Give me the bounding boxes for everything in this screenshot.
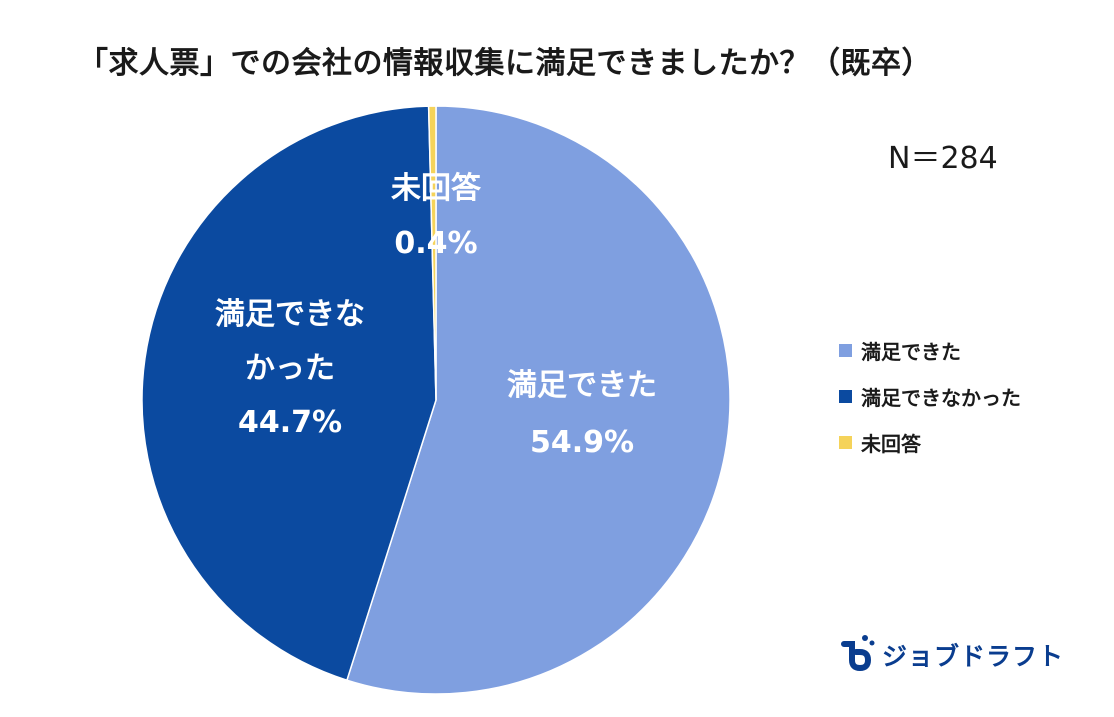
jobdraft-logo-icon (841, 635, 875, 672)
jobdraft-logo-text: ジョブドラフト (882, 642, 1065, 671)
pie-category-label-2: 未回答 (391, 171, 482, 206)
jobdraft-logo: ジョブドラフト (838, 632, 1064, 678)
pie-category-label-0: 満足できた (507, 368, 657, 403)
legend-swatch-2 (839, 435, 852, 449)
pie-value-label-1: 44.7% (238, 405, 342, 440)
pie-labels: 満足できた 54.9% 満足できなかった 44.7% 未回答 0.4% (215, 171, 657, 460)
legend-swatch-1 (839, 389, 852, 403)
pie-slice-2 (427, 105, 437, 401)
legend-label-1: 満足できなかった (861, 385, 1021, 410)
legend-item-1: 満足できなかった (839, 373, 1021, 419)
pie-category-label-1: かった (245, 351, 335, 386)
pie-value-label-2: 0.4% (394, 226, 477, 261)
legend-item-2: 未回答 (839, 419, 1021, 465)
sample-size-label: N＝284 (888, 141, 998, 176)
legend-swatch-0 (839, 343, 852, 357)
pie-category-label-1: 満足できな (215, 297, 365, 332)
legend-item-0: 満足できた (839, 327, 1021, 373)
pie-value-label-0: 54.9% (530, 425, 634, 460)
pie-slice-1 (141, 105, 437, 682)
legend-label-0: 満足できた (861, 339, 961, 364)
legend-label-2: 未回答 (861, 431, 921, 456)
pie-slices (141, 105, 731, 695)
pie-slice-0 (345, 105, 731, 695)
chart-title: 「求人票」での会社の情報収集に満足できましたか？（既卒） (78, 46, 932, 81)
chart-legend: 満足できた満足できなかった 未回答 (839, 327, 1021, 465)
